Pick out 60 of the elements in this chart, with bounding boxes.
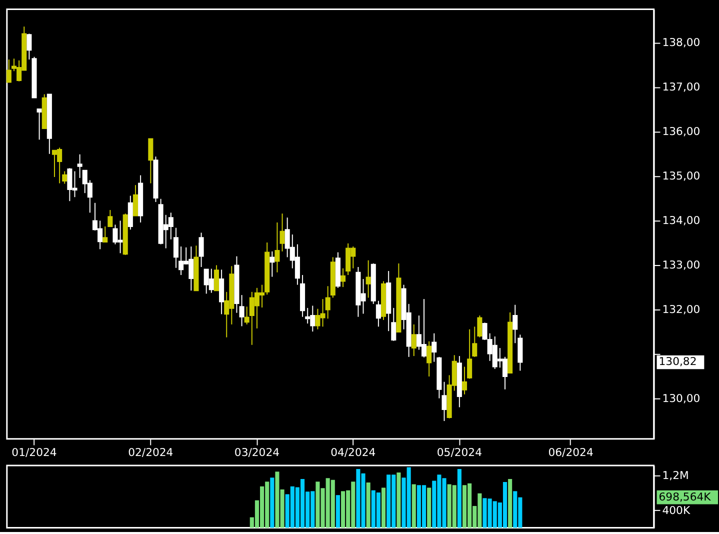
y-tick-label: 134,00 <box>662 214 700 228</box>
candlestick <box>26 33 32 60</box>
y-tick-label: 136,00 <box>662 125 700 138</box>
candlestick <box>6 59 12 83</box>
candlestick <box>62 170 68 184</box>
candlestick <box>442 381 447 422</box>
candlestick <box>280 213 285 252</box>
y-tick-label: 133,00 <box>662 258 700 272</box>
bar <box>508 478 512 528</box>
candlestick <box>477 315 482 338</box>
candlestick <box>77 154 82 178</box>
y-tick-label: 135,00 <box>662 170 700 183</box>
candlestick <box>472 326 478 358</box>
text: 698,564K <box>658 490 712 504</box>
bar <box>427 488 432 528</box>
x-tick-label: 05/2024 <box>436 446 482 460</box>
candlestick <box>173 227 178 268</box>
candlestick <box>512 304 518 344</box>
candlestick <box>239 294 244 327</box>
candlestick <box>340 268 346 288</box>
candlestick <box>432 332 437 362</box>
candlestick <box>102 226 108 243</box>
candlestick <box>270 250 275 278</box>
candlestick <box>411 324 416 357</box>
y-tick-label: 137,00 <box>662 80 700 94</box>
candlestick <box>108 210 113 227</box>
x-tick-label: 01/2024 <box>12 446 57 460</box>
candlestick <box>36 108 42 140</box>
y-tick-label: 132,00 <box>662 303 700 316</box>
candlestick <box>219 269 224 315</box>
x-tick-label: 03/2024 <box>234 446 280 460</box>
candlestick <box>128 195 133 230</box>
bar <box>366 482 370 528</box>
candlestick <box>198 232 204 268</box>
x-tick-label: 06/2024 <box>548 446 594 460</box>
candlestick <box>391 307 396 342</box>
x-tick-label: 04/2024 <box>330 446 376 460</box>
bar <box>381 488 386 528</box>
candlestick <box>467 328 472 380</box>
bar <box>336 495 340 528</box>
candlestick <box>148 138 154 184</box>
y-tick-label: 130,00 <box>662 392 700 406</box>
candlestick <box>366 260 371 298</box>
candlestick <box>325 286 330 320</box>
bar <box>457 468 462 528</box>
text: 130,82 <box>658 355 697 368</box>
candlestick <box>132 184 138 216</box>
y-tick-label: 138,00 <box>662 36 700 50</box>
y-tick-label: 1,2M <box>662 468 689 482</box>
candlestick <box>274 222 280 273</box>
x-tick-label: 02/2024 <box>128 446 174 460</box>
bar <box>396 472 401 528</box>
candlestick <box>376 300 381 328</box>
bar <box>270 478 274 528</box>
candlestick <box>214 264 219 292</box>
candlestick <box>244 306 250 325</box>
candlestick <box>426 340 432 378</box>
y-tick-label: 400K <box>662 504 691 517</box>
candlestick <box>462 366 468 395</box>
bar <box>412 484 416 528</box>
